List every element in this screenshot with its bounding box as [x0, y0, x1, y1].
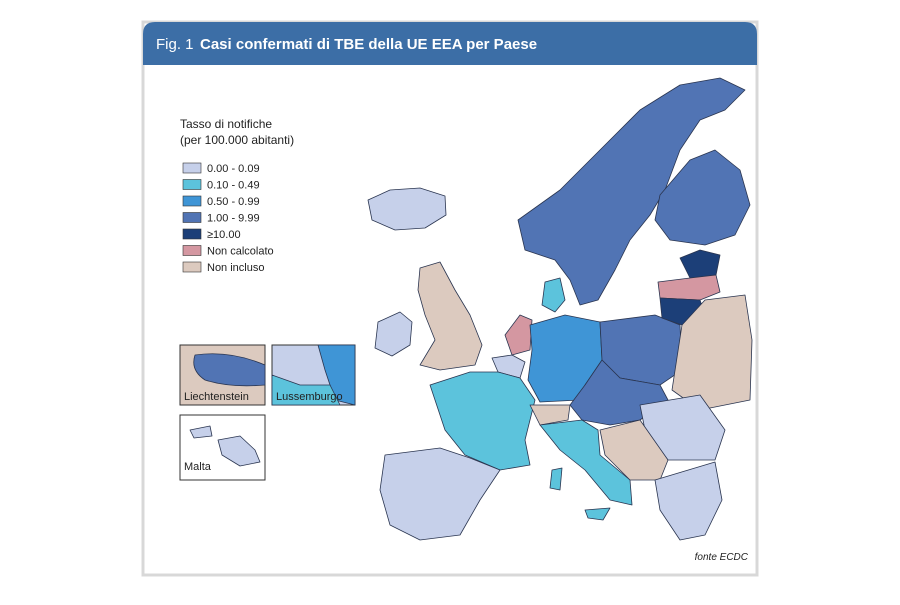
inset-liechtenstein: Liechtenstein	[179, 344, 266, 406]
country	[541, 277, 566, 313]
country	[679, 249, 721, 279]
inset-label: Lussemburgo	[276, 391, 343, 403]
inset-malta: Malta	[179, 414, 266, 481]
legend-swatch	[182, 245, 202, 256]
country	[584, 507, 611, 521]
country	[217, 435, 261, 467]
title: Casi confermati di TBE della UE EEA per …	[200, 36, 537, 53]
country	[374, 311, 413, 357]
legend-label: 1.00 - 9.99	[207, 213, 260, 225]
country	[379, 447, 501, 541]
legend: 0.00 - 0.09 0.10 - 0.49 0.50 - 0.99 1.00 - …	[182, 162, 274, 274]
country	[367, 187, 447, 231]
legend-swatch	[182, 212, 202, 223]
country	[539, 419, 633, 506]
country	[654, 149, 751, 246]
legend-swatch	[182, 162, 202, 174]
inset-lussemburgo: Lussemburgo	[271, 344, 356, 406]
legend-swatch	[182, 228, 202, 240]
legend-label: Non incluso	[207, 262, 264, 274]
source: fonte ECDC	[695, 552, 749, 563]
legend-label: Non calcolato	[207, 246, 274, 258]
header-bar	[143, 22, 757, 65]
legend-swatch	[182, 179, 202, 190]
legend-label: 0.10 - 0.49	[207, 180, 260, 192]
legend-label: ≥10.00	[207, 229, 241, 241]
country	[549, 467, 563, 491]
country	[193, 353, 266, 387]
legend-label: 0.00 - 0.09	[207, 163, 260, 175]
map	[367, 77, 753, 541]
country	[417, 261, 483, 371]
fig-number: Fig. 1	[156, 36, 194, 53]
inset-label: Malta	[184, 461, 212, 473]
legend-swatch	[182, 195, 202, 207]
country	[189, 425, 213, 439]
country	[317, 344, 356, 406]
legend-label: 0.50 - 0.99	[207, 196, 260, 208]
legend-title: (per 100.000 abitanti)	[180, 133, 294, 147]
legend-title: Tasso di notifiche	[180, 117, 272, 131]
country	[517, 77, 746, 306]
country	[271, 374, 341, 406]
country	[654, 461, 723, 541]
legend-swatch	[182, 261, 202, 273]
inset-label: Liechtenstein	[184, 391, 249, 403]
country	[429, 371, 536, 471]
country	[529, 404, 571, 426]
country	[671, 294, 753, 411]
